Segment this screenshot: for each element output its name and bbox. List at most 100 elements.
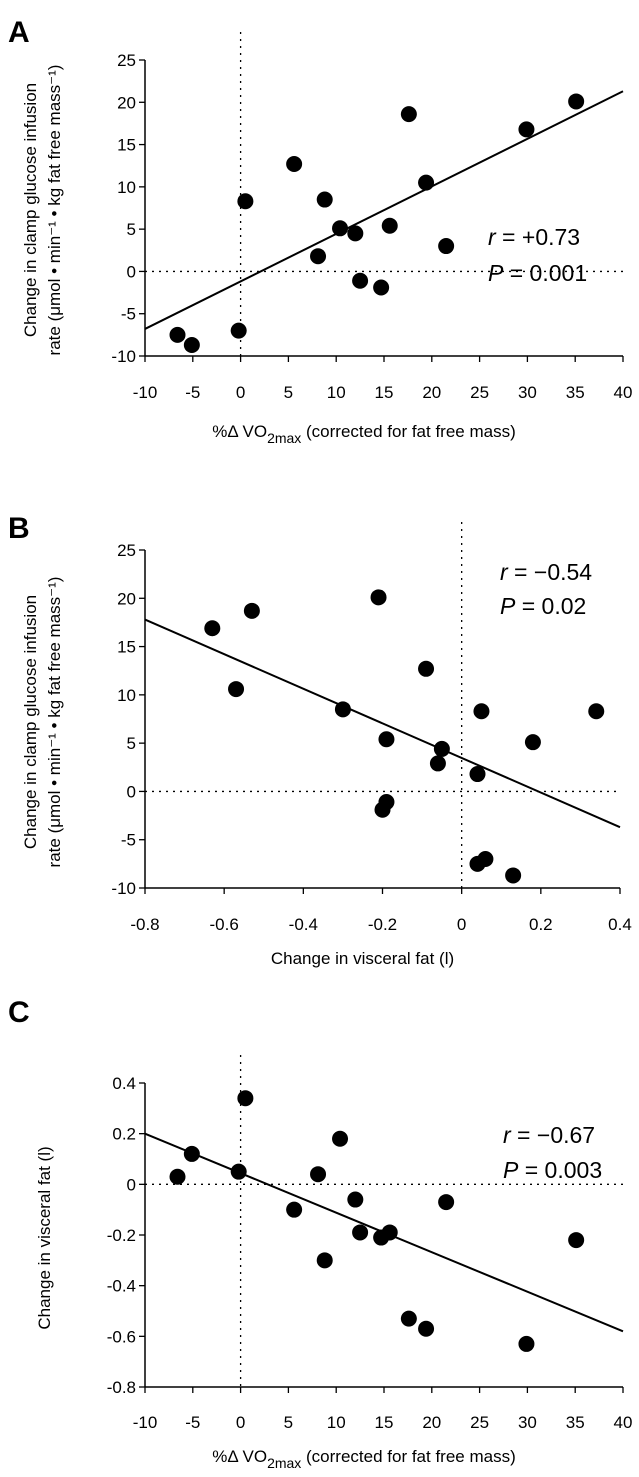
x-tick-label: -5 (185, 1413, 200, 1432)
scatter-chart-a: A -10 -5 0 5 10 15 20 25 -10 -5 0 5 10 15 20 25 30 35 40 r =… (8, 16, 633, 446)
x-tick-label: 30 (518, 1413, 537, 1432)
correlation-r: r = +0.73 (488, 224, 580, 250)
data-point (169, 1168, 186, 1185)
data-point (469, 766, 486, 783)
data-point (588, 703, 605, 720)
data-point (418, 1320, 435, 1337)
x-tick-label: 25 (470, 383, 489, 402)
y-tick-label: -0.6 (107, 1327, 136, 1346)
data-point (310, 1166, 327, 1183)
y-tick-label: 25 (117, 541, 136, 560)
data-point (228, 681, 245, 698)
data-point (310, 248, 327, 265)
y-axis-title: Change in visceral fat (l) (35, 1146, 54, 1329)
x-tick-label: 30 (518, 383, 537, 402)
data-point (505, 867, 522, 884)
y-tick-label: 15 (117, 638, 136, 657)
data-point (352, 272, 369, 289)
data-point (433, 740, 450, 757)
data-point (370, 589, 387, 606)
y-tick-label: 15 (117, 136, 136, 155)
p-value: P = 0.003 (503, 1157, 602, 1183)
y-axis-title-line2: rate (μmol • min⁻¹ • kg fat free mass⁻¹) (45, 65, 64, 356)
y-tick-label: 10 (117, 686, 136, 705)
data-point (169, 326, 186, 343)
scatter-chart-b: B -10 -5 0 5 10 15 20 25 -0.8 -0.6 -0.4 -0.2 0 0.2 0.4 r… (8, 512, 632, 968)
y-tick-label: 0 (127, 262, 136, 281)
x-axis-title: %Δ VO2max (corrected for fat free mass) (212, 1447, 516, 1471)
data-point (438, 1194, 455, 1211)
x-tick-label: -10 (133, 383, 158, 402)
x-tick-label: 40 (614, 1413, 633, 1432)
data-point (381, 1224, 398, 1241)
y-axis-title: Change in clamp glucose infusion (21, 595, 40, 849)
y-tick-label: 5 (127, 220, 136, 239)
data-point (316, 1252, 333, 1269)
data-point (524, 734, 541, 751)
x-tick-label: 25 (470, 1413, 489, 1432)
panel-c: C -0.8 -0.6 -0.4 -0.2 0 0.2 0.4 -10 -5 0 5 10 15 20 25 3… (0, 980, 639, 1472)
y-tick-label: 0 (127, 1175, 136, 1194)
data-point (400, 1310, 417, 1327)
data-point (400, 106, 417, 123)
data-point (347, 225, 364, 242)
y-axis-title: Change in clamp glucose infusion (21, 83, 40, 337)
y-tick-label: 25 (117, 51, 136, 70)
data-point (237, 193, 254, 210)
panel-b: B -10 -5 0 5 10 15 20 25 -0.8 -0.6 -0.4 -0.2 0 0.2 0.4 r… (0, 490, 639, 980)
x-tick-label: 20 (422, 1413, 441, 1432)
x-tick-label: 35 (566, 1413, 585, 1432)
data-point (332, 1130, 349, 1147)
x-tick-label: 0 (236, 383, 245, 402)
y-tick-label: -0.4 (107, 1277, 136, 1296)
y-tick-label: -5 (121, 831, 136, 850)
data-point (237, 1090, 254, 1107)
data-point (473, 703, 490, 720)
correlation-r: r = −0.67 (503, 1122, 595, 1148)
y-axis-title-line2: rate (μmol • min⁻¹ • kg fat free mass⁻¹) (45, 577, 64, 868)
data-point (568, 93, 585, 110)
x-axis-title: %Δ VO2max (corrected for fat free mass) (212, 422, 516, 446)
x-tick-label: 0.2 (529, 915, 553, 934)
x-tick-label: 15 (375, 1413, 394, 1432)
x-tick-label: 0 (457, 915, 466, 934)
data-point (352, 1224, 369, 1241)
x-axis-title: Change in visceral fat (l) (271, 949, 454, 968)
panel-a: A -10 -5 0 5 10 15 20 25 -10 -5 0 5 10 15 20 25 30 35 40 r =… (0, 0, 639, 490)
panel-label: B (8, 512, 30, 545)
data-point (438, 238, 455, 255)
x-tick-label: -5 (185, 383, 200, 402)
x-tick-label: 40 (614, 383, 633, 402)
data-point (373, 279, 390, 296)
x-tick-label: 20 (422, 383, 441, 402)
y-tick-label: 10 (117, 178, 136, 197)
data-point (183, 337, 200, 354)
y-tick-label: 0.4 (112, 1074, 136, 1093)
x-tick-label: 0.4 (608, 915, 632, 934)
data-point (332, 220, 349, 237)
y-tick-label: -5 (121, 305, 136, 324)
x-tick-label: -0.4 (289, 915, 318, 934)
panel-label: A (8, 16, 30, 49)
y-tick-label: -0.8 (107, 1378, 136, 1397)
y-tick-label: -0.2 (107, 1226, 136, 1245)
data-point (230, 322, 247, 339)
data-point (286, 156, 303, 173)
x-tick-label: 5 (284, 1413, 293, 1432)
scatter-chart-c: C -0.8 -0.6 -0.4 -0.2 0 0.2 0.4 -10 -5 0 5 10 15 20 25 3… (8, 996, 633, 1471)
y-tick-label: -10 (111, 347, 136, 366)
data-point (204, 620, 221, 637)
data-point (418, 660, 435, 677)
data-point (243, 602, 260, 619)
data-point (230, 1163, 247, 1180)
x-tick-label: 15 (375, 383, 394, 402)
y-tick-label: 5 (127, 734, 136, 753)
regression-line (144, 618, 621, 829)
p-value: P = 0.001 (488, 260, 587, 286)
y-tick-label: -10 (111, 879, 136, 898)
data-point (374, 801, 391, 818)
data-point (518, 121, 535, 138)
data-point (347, 1191, 364, 1208)
x-tick-label: -0.2 (368, 915, 397, 934)
regression-line (144, 90, 624, 330)
